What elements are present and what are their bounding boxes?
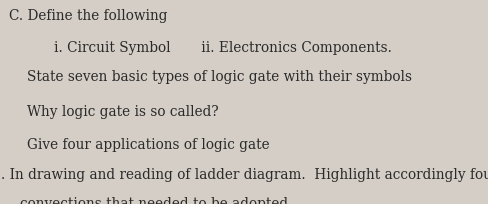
Text: i. Circuit Symbol       ii. Electronics Components.: i. Circuit Symbol ii. Electronics Compon… [54,41,391,55]
Text: Why logic gate is so called?: Why logic gate is so called? [27,105,219,119]
Text: C. Define the following: C. Define the following [9,9,167,23]
Text: Give four applications of logic gate: Give four applications of logic gate [27,138,269,152]
Text: . In drawing and reading of ladder diagram.  Highlight accordingly four: . In drawing and reading of ladder diagr… [1,168,488,182]
Text: convections that needed to be adopted.: convections that needed to be adopted. [20,197,292,204]
Text: State seven basic types of logic gate with their symbols: State seven basic types of logic gate wi… [27,70,412,84]
